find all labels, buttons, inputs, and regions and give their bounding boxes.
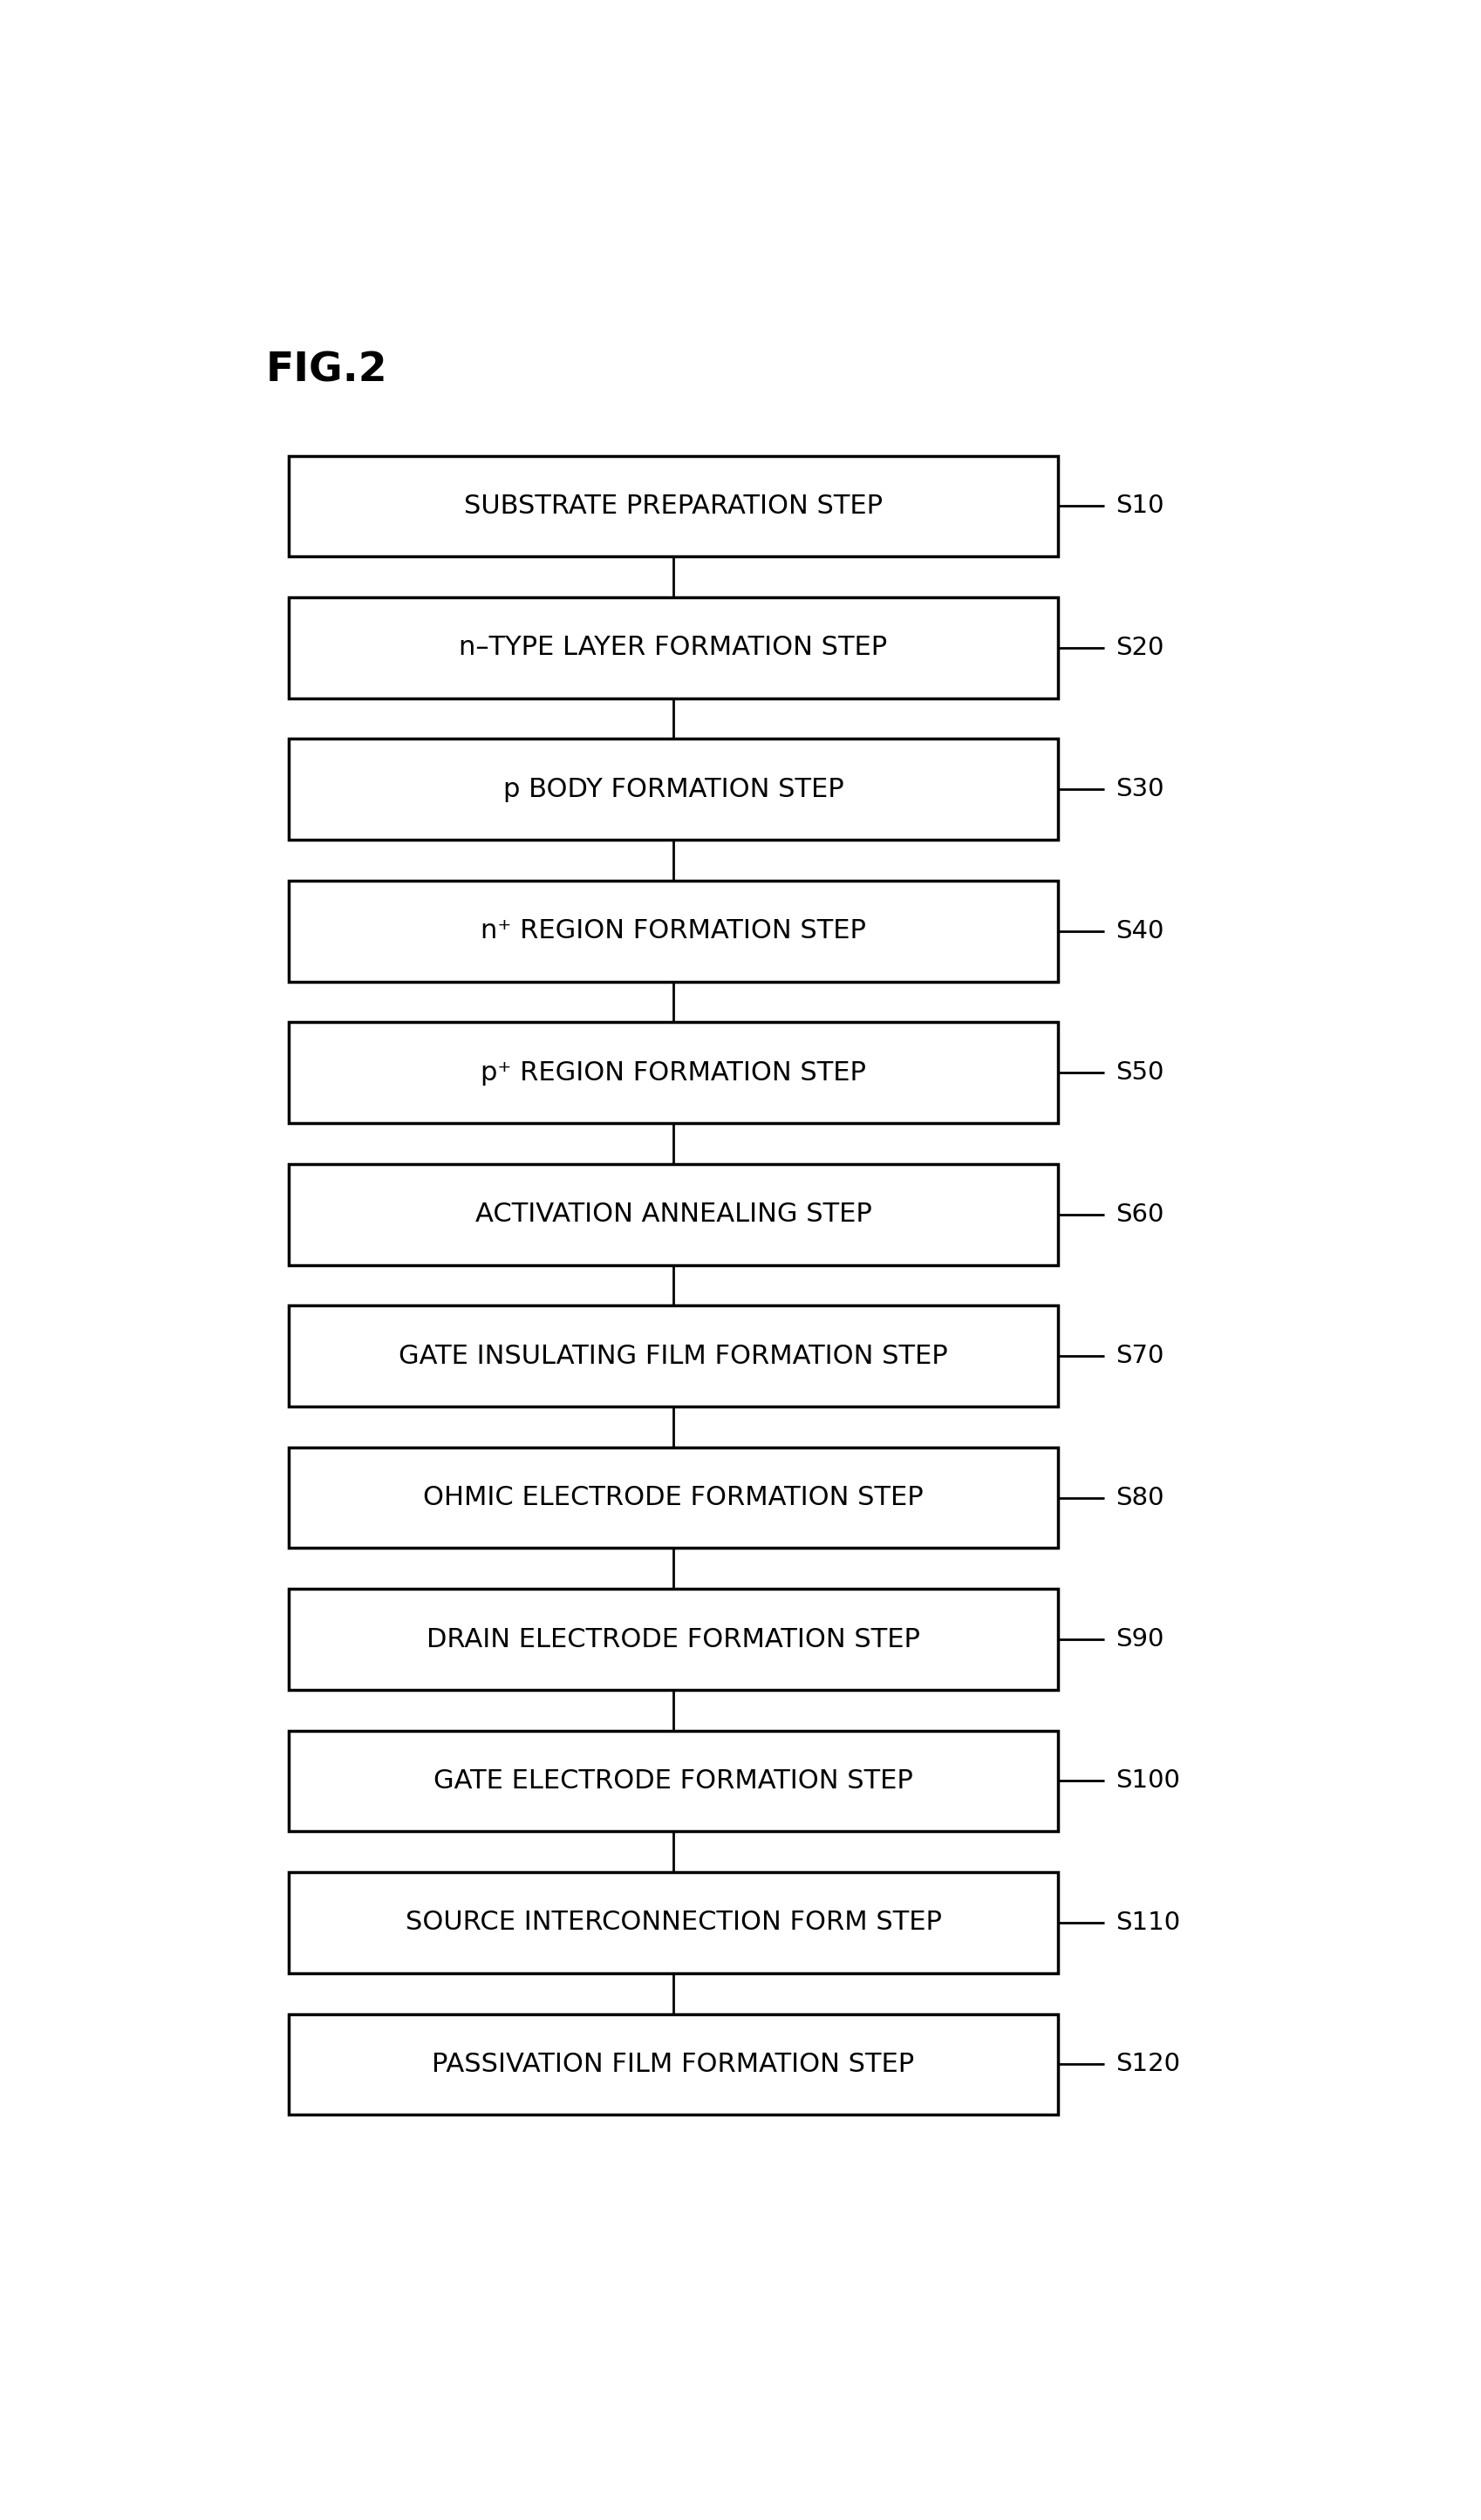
- Text: S70: S70: [1115, 1343, 1163, 1368]
- Text: FIG.2: FIG.2: [265, 350, 387, 391]
- Text: DRAIN ELECTRODE FORMATION STEP: DRAIN ELECTRODE FORMATION STEP: [427, 1628, 920, 1653]
- Text: PASSIVATION FILM FORMATION STEP: PASSIVATION FILM FORMATION STEP: [432, 2051, 914, 2076]
- Text: GATE ELECTRODE FORMATION STEP: GATE ELECTRODE FORMATION STEP: [434, 1769, 912, 1794]
- Bar: [289, 1872, 1057, 1973]
- Text: n⁺ REGION FORMATION STEP: n⁺ REGION FORMATION STEP: [480, 917, 865, 942]
- Text: S50: S50: [1115, 1061, 1163, 1086]
- Text: p BODY FORMATION STEP: p BODY FORMATION STEP: [502, 776, 843, 801]
- Bar: [289, 456, 1057, 557]
- Text: S110: S110: [1115, 1910, 1179, 1935]
- Text: S30: S30: [1115, 776, 1163, 801]
- Text: S100: S100: [1115, 1769, 1179, 1794]
- Bar: [289, 1305, 1057, 1406]
- Bar: [289, 597, 1057, 698]
- Bar: [289, 1023, 1057, 1124]
- Text: OHMIC ELECTRODE FORMATION STEP: OHMIC ELECTRODE FORMATION STEP: [424, 1484, 923, 1509]
- Text: SOURCE INTERCONNECTION FORM STEP: SOURCE INTERCONNECTION FORM STEP: [404, 1910, 940, 1935]
- Text: p⁺ REGION FORMATION STEP: p⁺ REGION FORMATION STEP: [480, 1061, 865, 1086]
- Text: S60: S60: [1115, 1202, 1163, 1227]
- Text: S20: S20: [1115, 635, 1163, 660]
- Text: S40: S40: [1115, 920, 1163, 942]
- Bar: [289, 1731, 1057, 1832]
- Text: n–TYPE LAYER FORMATION STEP: n–TYPE LAYER FORMATION STEP: [459, 635, 887, 660]
- Text: S120: S120: [1115, 2051, 1179, 2076]
- Bar: [289, 1164, 1057, 1265]
- Text: ACTIVATION ANNEALING STEP: ACTIVATION ANNEALING STEP: [475, 1202, 871, 1227]
- Text: S80: S80: [1115, 1484, 1163, 1509]
- Bar: [289, 1590, 1057, 1691]
- Bar: [289, 2013, 1057, 2114]
- Bar: [289, 1446, 1057, 1547]
- Text: GATE INSULATING FILM FORMATION STEP: GATE INSULATING FILM FORMATION STEP: [398, 1343, 948, 1368]
- Bar: [289, 738, 1057, 839]
- Text: SUBSTRATE PREPARATION STEP: SUBSTRATE PREPARATION STEP: [464, 494, 883, 519]
- Text: S90: S90: [1115, 1628, 1163, 1651]
- Text: S10: S10: [1115, 494, 1163, 519]
- Bar: [289, 879, 1057, 983]
